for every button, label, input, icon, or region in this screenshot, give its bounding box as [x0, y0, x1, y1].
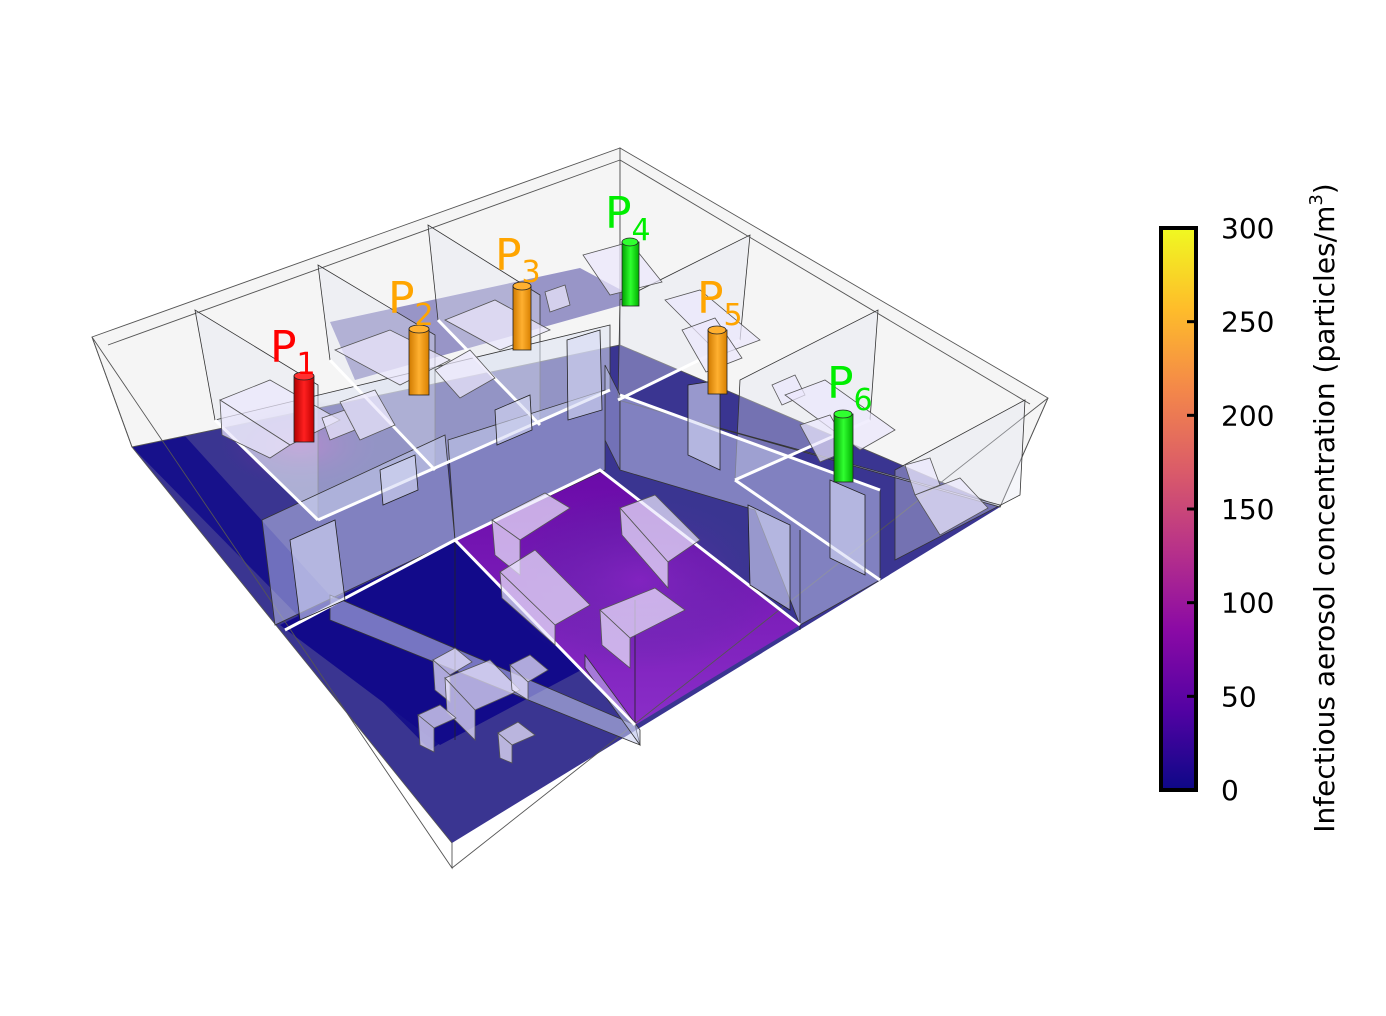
box-office-7: [904, 457, 941, 496]
person-p4-cylinder: [621, 237, 640, 307]
colorbar-tick-label: 50: [1221, 680, 1257, 713]
outer-edge-corner: [999, 397, 1049, 508]
person-label-p6: P6: [827, 358, 873, 418]
desk-office-2-front: [434, 349, 496, 399]
colorbar-label: Infectious aerosol concentration (partic…: [1306, 183, 1341, 832]
desk-office-7: [914, 477, 989, 536]
ceiling-inner-edge-right: [619, 159, 1031, 405]
colorbar-tick-label: 300: [1221, 212, 1274, 245]
person-cylinders: [293, 237, 854, 483]
door-6: [747, 504, 791, 611]
cube-e-side: [497, 732, 513, 764]
outer-edge-right: [451, 397, 1049, 869]
colorbar-tick-label: 250: [1221, 306, 1274, 339]
furniture: [219, 241, 989, 764]
cube-b-side: [444, 676, 476, 741]
ceiling-inner-edge: [107, 159, 621, 346]
person-label-p1: P1: [270, 322, 316, 382]
person-p5-cylinder: [707, 325, 728, 395]
glass-wall-conference-back: [447, 389, 606, 541]
desk-office-1-side: [219, 399, 291, 459]
colorbar: 0 50 100 150 200 250 300 Infectious aerosol co…: [1159, 183, 1341, 833]
table-conference-right-side: [619, 506, 669, 590]
colorbar-tick-label: 200: [1221, 399, 1274, 432]
person-p1-cylinder: [293, 371, 315, 443]
person-p6-cylinder: [833, 409, 854, 483]
person-p2-cylinder: [408, 324, 430, 396]
person-label-p5: P5: [697, 273, 743, 333]
door-3: [494, 394, 533, 446]
person-label-p2: P2: [388, 273, 434, 333]
door-4: [566, 329, 603, 421]
door-2: [379, 454, 419, 506]
person-labels: P1 P2 P3 P4 P5 P6: [270, 188, 873, 418]
person-label-p4: P4: [605, 188, 651, 248]
colorbar-tick-label: 100: [1221, 587, 1274, 620]
floor-hotspot-conference: [500, 490, 780, 670]
doors: [289, 329, 866, 621]
colorbar-tick-label: 150: [1221, 493, 1274, 526]
cube-d-side: [417, 714, 435, 753]
table-conference-left-side: [499, 570, 556, 646]
door-7: [829, 479, 866, 576]
floor-line-corridor: [317, 388, 611, 522]
colorbar-ticks: 0 50 100 150 200 250 300: [1187, 212, 1274, 807]
table-conference-front-side: [599, 609, 631, 669]
cabinet-office-1: [339, 389, 396, 441]
colorbar-tick-label: 0: [1221, 774, 1239, 807]
person-p3-cylinder: [512, 281, 532, 351]
box-office-3: [544, 284, 571, 313]
person-label-p3: P3: [495, 230, 541, 290]
door-1: [289, 519, 346, 621]
outer-edge-left: [91, 336, 453, 870]
cube-c-side: [509, 663, 529, 701]
